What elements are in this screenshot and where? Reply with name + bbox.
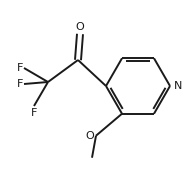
Text: F: F	[17, 63, 23, 73]
Text: F: F	[17, 79, 23, 89]
Text: N: N	[174, 81, 182, 91]
Text: F: F	[31, 108, 37, 118]
Text: O: O	[85, 131, 94, 141]
Text: O: O	[76, 22, 84, 32]
